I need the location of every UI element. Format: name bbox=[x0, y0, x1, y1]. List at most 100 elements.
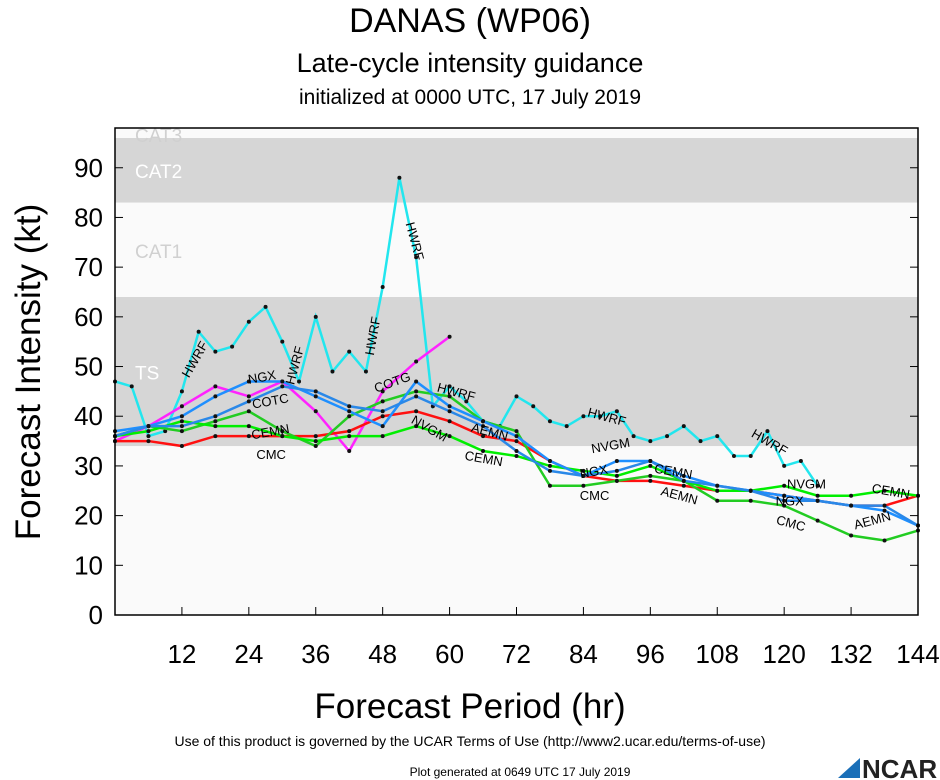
data-point bbox=[280, 434, 285, 439]
data-point bbox=[782, 498, 787, 503]
y-tick-label: 0 bbox=[89, 600, 103, 630]
data-point bbox=[681, 424, 686, 429]
band-cat2 bbox=[115, 137, 918, 203]
data-point bbox=[313, 444, 318, 449]
data-point bbox=[815, 518, 820, 523]
model-label: CMC bbox=[775, 512, 807, 534]
data-point bbox=[581, 473, 586, 478]
model-label: CEMN bbox=[250, 421, 290, 442]
data-point bbox=[347, 429, 352, 434]
data-point bbox=[146, 424, 151, 429]
data-point bbox=[246, 379, 251, 384]
data-point bbox=[882, 488, 887, 493]
data-point bbox=[313, 389, 318, 394]
data-point bbox=[447, 334, 452, 339]
band-label: TS bbox=[135, 364, 159, 385]
data-point bbox=[715, 483, 720, 488]
data-point bbox=[280, 379, 285, 384]
data-point bbox=[614, 478, 619, 483]
data-point bbox=[514, 429, 519, 434]
ncar-logo-text: NCAR bbox=[862, 754, 937, 780]
data-point bbox=[648, 463, 653, 468]
data-point bbox=[648, 439, 653, 444]
data-point bbox=[547, 419, 552, 424]
data-point bbox=[481, 434, 486, 439]
x-tick-label: 36 bbox=[301, 639, 330, 669]
x-tick-label: 72 bbox=[502, 639, 531, 669]
data-point bbox=[347, 414, 352, 419]
data-point bbox=[213, 394, 218, 399]
data-point bbox=[380, 434, 385, 439]
data-point bbox=[246, 394, 251, 399]
data-point bbox=[614, 409, 619, 414]
data-point bbox=[297, 379, 302, 384]
data-point bbox=[213, 419, 218, 424]
model-label: NGX bbox=[579, 462, 610, 482]
data-point bbox=[815, 483, 820, 488]
y-tick-label: 30 bbox=[74, 451, 103, 481]
data-point bbox=[280, 384, 285, 389]
data-point bbox=[748, 453, 753, 458]
data-point bbox=[347, 434, 352, 439]
band-ts bbox=[115, 296, 918, 447]
data-point bbox=[414, 424, 419, 429]
terms-of-use: Use of this product is governed by the U… bbox=[174, 733, 765, 749]
x-axis-label: Forecast Period (hr) bbox=[314, 687, 625, 726]
data-point bbox=[882, 503, 887, 508]
data-point bbox=[313, 439, 318, 444]
data-point bbox=[598, 414, 603, 419]
data-point bbox=[163, 429, 168, 434]
data-point bbox=[547, 463, 552, 468]
data-point bbox=[665, 434, 670, 439]
data-point bbox=[681, 483, 686, 488]
data-point bbox=[414, 394, 419, 399]
data-point bbox=[514, 449, 519, 454]
data-point bbox=[782, 503, 787, 508]
data-point bbox=[213, 414, 218, 419]
data-point bbox=[514, 439, 519, 444]
data-point bbox=[263, 304, 268, 309]
data-point bbox=[447, 419, 452, 424]
data-point bbox=[514, 394, 519, 399]
data-point bbox=[447, 394, 452, 399]
data-point bbox=[547, 468, 552, 473]
data-point bbox=[815, 493, 820, 498]
x-tick-label: 108 bbox=[696, 639, 739, 669]
data-point bbox=[849, 503, 854, 508]
x-tick-label: 96 bbox=[636, 639, 665, 669]
data-point bbox=[213, 349, 218, 354]
data-point bbox=[414, 359, 419, 364]
data-point bbox=[213, 434, 218, 439]
data-point bbox=[581, 414, 586, 419]
band-label: CAT2 bbox=[135, 162, 182, 183]
data-point bbox=[179, 444, 184, 449]
data-point bbox=[681, 478, 686, 483]
data-point bbox=[581, 468, 586, 473]
chart-title: DANAS (WP06) bbox=[349, 2, 591, 40]
data-point bbox=[313, 409, 318, 414]
y-tick-label: 90 bbox=[74, 153, 103, 183]
data-point bbox=[179, 414, 184, 419]
data-point bbox=[380, 414, 385, 419]
model-label: NVGM bbox=[590, 435, 631, 457]
data-point bbox=[514, 434, 519, 439]
data-point bbox=[313, 434, 318, 439]
data-point bbox=[347, 449, 352, 454]
data-point bbox=[631, 434, 636, 439]
data-point bbox=[882, 508, 887, 513]
x-tick-label: 144 bbox=[896, 639, 939, 669]
data-point bbox=[380, 399, 385, 404]
y-tick-label: 10 bbox=[74, 550, 103, 580]
data-point bbox=[213, 384, 218, 389]
data-point bbox=[330, 369, 335, 374]
data-point bbox=[246, 409, 251, 414]
data-point bbox=[246, 399, 251, 404]
y-tick-label: 70 bbox=[74, 252, 103, 282]
data-point bbox=[648, 478, 653, 483]
data-point bbox=[146, 439, 151, 444]
data-point bbox=[146, 434, 151, 439]
data-point bbox=[380, 409, 385, 414]
data-point bbox=[213, 424, 218, 429]
x-tick-label: 84 bbox=[569, 639, 598, 669]
